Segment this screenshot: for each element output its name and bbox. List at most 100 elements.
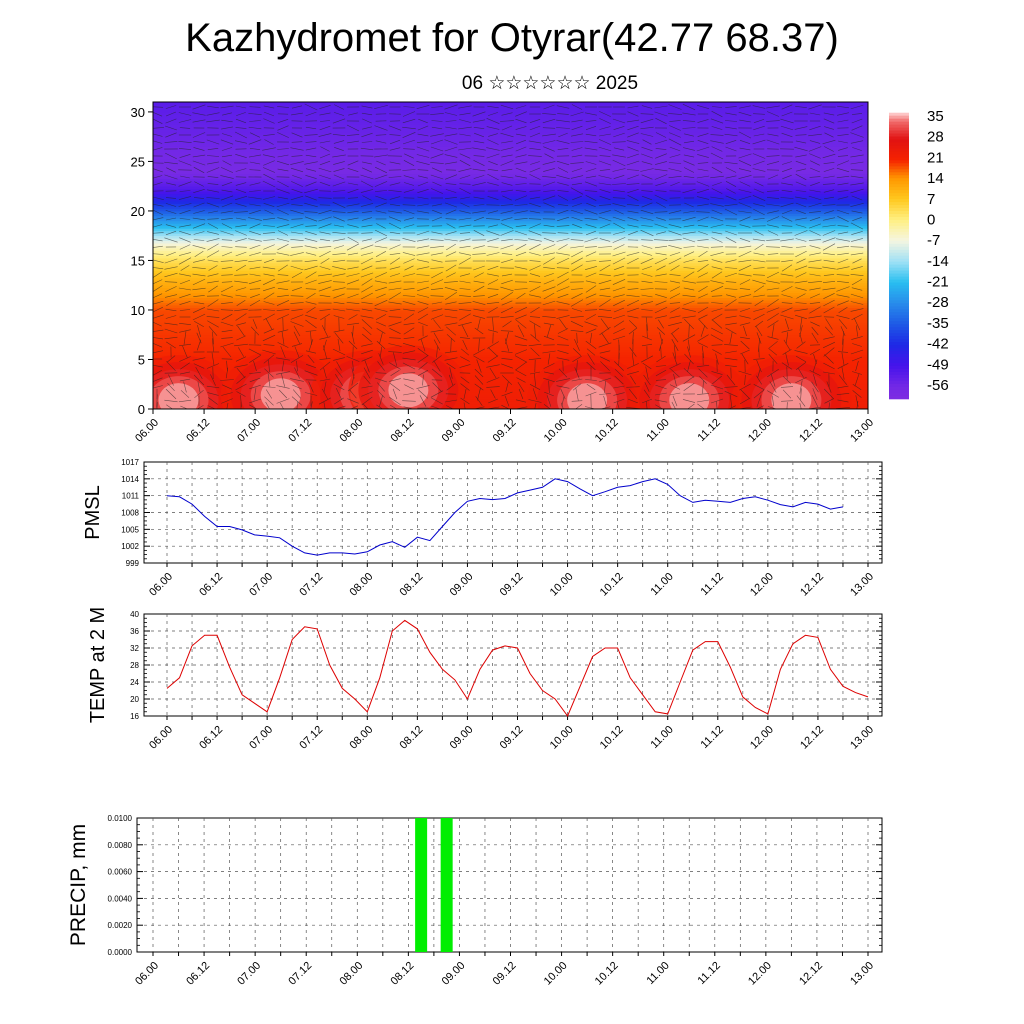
wind-barb — [390, 370, 400, 376]
wind-barb — [837, 134, 849, 136]
wind-barb — [276, 280, 290, 284]
wind-barb — [726, 374, 736, 386]
wind-barb — [459, 364, 471, 368]
wind-barb — [556, 385, 570, 389]
temperature-band — [153, 188, 868, 192]
wind-barb — [612, 197, 626, 199]
colorbar-segment — [889, 309, 909, 313]
wind-barb — [682, 112, 696, 116]
wind-barb — [837, 182, 849, 186]
wind-barb — [711, 166, 723, 174]
wind-barb — [655, 132, 667, 138]
wind-barb — [856, 325, 858, 337]
wind-barb — [782, 174, 792, 180]
wind-barb — [823, 299, 835, 307]
wind-barb — [249, 169, 261, 171]
wind-barb — [402, 132, 416, 138]
wind-barb — [629, 347, 637, 357]
wind-barb — [697, 260, 709, 262]
temperature-band — [153, 109, 868, 113]
wind-barb — [627, 288, 639, 290]
y-tick-label: 0 — [138, 402, 145, 417]
wind-barb — [235, 154, 247, 158]
wind-barb — [164, 272, 178, 278]
wind-barb — [641, 202, 653, 208]
wind-barb — [556, 252, 570, 256]
wind-barb — [712, 349, 722, 355]
wind-barb — [500, 286, 514, 292]
temperature-band — [153, 393, 868, 398]
wind-barb — [392, 388, 398, 400]
wind-barb — [612, 183, 626, 185]
wind-barb — [613, 244, 625, 250]
wind-barb — [683, 375, 695, 385]
wind-barb — [165, 152, 177, 160]
wind-barb — [627, 125, 639, 131]
wind-barb — [389, 292, 401, 300]
wind-barb — [655, 404, 664, 409]
wind-barb — [417, 313, 429, 321]
wind-barb — [514, 349, 528, 355]
wind-barb — [725, 195, 737, 201]
colorbar-segment — [889, 219, 909, 224]
wind-barb — [249, 190, 261, 192]
wind-barb — [614, 361, 624, 371]
wind-barb — [277, 243, 289, 251]
wind-barb — [433, 319, 441, 329]
wind-barb — [308, 381, 314, 393]
wind-barb — [404, 153, 414, 159]
wind-barb — [668, 104, 682, 110]
wind-barb — [808, 202, 822, 208]
colorbar-segment — [889, 348, 909, 352]
colorbar-segment — [889, 324, 909, 328]
wind-barb — [851, 266, 863, 270]
wind-barb — [642, 266, 652, 270]
wind-barb — [179, 244, 191, 250]
x-tick-label: 12.00 — [748, 724, 776, 752]
wind-barb — [655, 148, 667, 150]
wind-barb — [654, 257, 668, 265]
wind-barb — [318, 273, 332, 277]
wind-barb — [641, 280, 653, 284]
wind-barb — [473, 245, 485, 249]
wind-barb — [795, 202, 807, 208]
y-tick-label: 32 — [130, 644, 139, 653]
y-tick-label: 28 — [130, 661, 139, 670]
wind-barb — [290, 321, 304, 327]
wind-barb — [459, 119, 471, 123]
wind-barb — [630, 375, 636, 385]
temperature-band — [153, 378, 868, 383]
wind-barb — [823, 293, 835, 299]
wind-barb — [852, 147, 862, 151]
wind-barb — [487, 355, 499, 363]
wind-barb — [290, 239, 304, 241]
temperature-band — [153, 383, 868, 388]
wind-barb — [795, 140, 807, 144]
temperature-band — [153, 331, 868, 336]
wind-barb — [193, 374, 205, 386]
wind-barb — [683, 259, 695, 263]
wind-barb — [766, 120, 780, 122]
wind-barb — [281, 331, 285, 345]
wind-barb — [276, 252, 290, 256]
wind-barb — [179, 252, 191, 256]
wind-barb — [389, 161, 401, 165]
wind-barb — [165, 111, 177, 117]
wind-barb — [402, 343, 416, 347]
wind-barb — [375, 195, 387, 201]
wind-barb — [248, 259, 262, 263]
wind-barb — [502, 195, 512, 201]
wind-barb — [374, 299, 388, 307]
wind-barb — [178, 148, 192, 150]
wind-barb — [715, 353, 719, 365]
temperature-band — [153, 225, 868, 229]
wind-barb — [824, 326, 834, 336]
colorbar-segment — [889, 362, 909, 367]
wind-barb — [402, 400, 416, 402]
wind-barb — [388, 176, 402, 178]
wind-barb — [796, 258, 806, 264]
wind-barb — [179, 154, 191, 158]
wind-barb — [514, 210, 528, 214]
wind-barb — [164, 237, 178, 243]
wind-barb — [501, 259, 513, 263]
